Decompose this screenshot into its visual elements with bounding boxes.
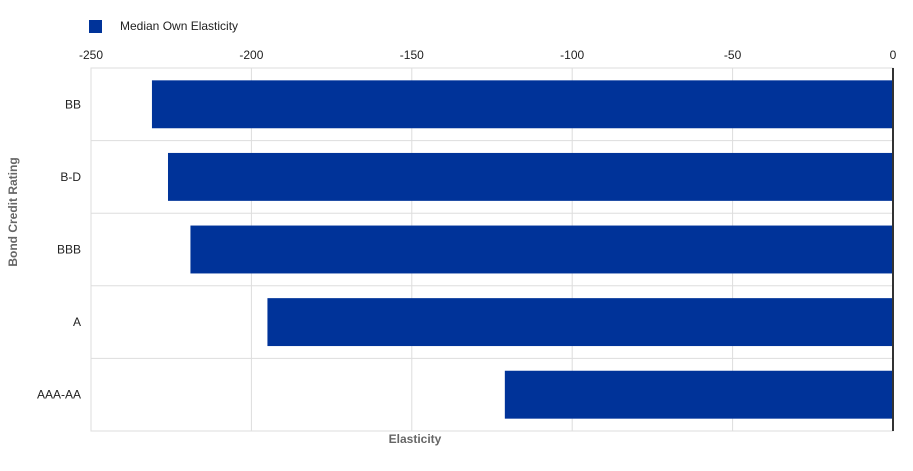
y-axis-ticks: BB B-D BBB A AAA-AA — [37, 97, 81, 401]
y-tick-label: BB — [65, 97, 81, 111]
bars — [151, 68, 894, 431]
legend: Median Own Elasticity — [89, 19, 238, 33]
x-tick-label: 0 — [890, 48, 897, 62]
grid — [90, 67, 894, 432]
y-tick-label: A — [73, 315, 81, 329]
bar — [190, 225, 893, 274]
legend-label: Median Own Elasticity — [120, 19, 238, 33]
x-axis-title: Elasticity — [389, 432, 442, 446]
x-tick-label: -150 — [400, 48, 424, 62]
y-tick-label: BBB — [57, 243, 81, 257]
x-tick-label: -200 — [239, 48, 263, 62]
bar — [504, 370, 893, 419]
y-tick-label: B-D — [60, 170, 81, 184]
legend-swatch — [89, 20, 102, 33]
x-tick-label: -50 — [724, 48, 742, 62]
y-tick-label: AAA-AA — [37, 388, 81, 402]
x-tick-label: -100 — [560, 48, 584, 62]
x-tick-label: -250 — [79, 48, 103, 62]
bar — [267, 298, 893, 347]
x-axis-ticks: -250 -200 -150 -100 -50 0 — [79, 48, 897, 62]
bar — [151, 80, 893, 129]
bar — [167, 152, 893, 201]
y-axis-title: Bond Credit Rating — [6, 157, 20, 266]
